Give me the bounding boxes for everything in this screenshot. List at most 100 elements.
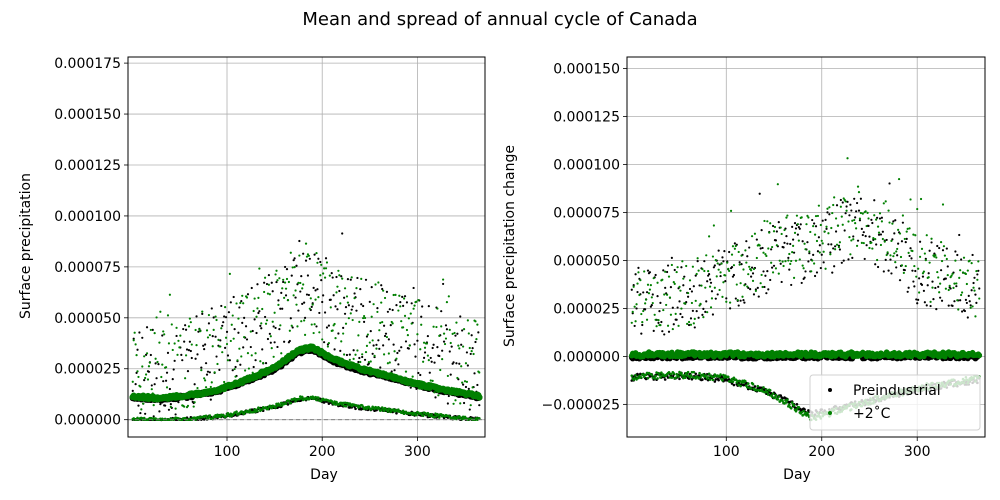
scatter-point-max [422,341,426,344]
scatter-point-max [952,286,955,289]
scatter-point-max [300,320,303,323]
scatter-point-max [232,295,235,299]
scatter-point-max [807,260,810,263]
scatter-point-max [469,352,472,356]
scatter-point-max [767,288,770,291]
scatter-point-max [813,233,817,236]
scatter-point-max [284,287,288,290]
scatter-point-min [430,413,433,416]
scatter-point-max [897,242,900,245]
scatter-point-max [968,300,971,303]
scatter-point-max [958,276,961,279]
scatter-point-max [443,342,447,346]
scatter-point-max [856,239,860,242]
scatter-point-max [928,261,931,264]
scatter-point-max [395,357,398,360]
scatter-point-max [276,345,279,349]
scatter-point-max [234,375,237,378]
scatter-point-max [239,301,242,305]
scatter-point-max [729,307,732,310]
scatter-point-max [303,316,307,319]
scatter-point-max [291,266,294,269]
scatter-point-max [370,286,373,289]
scatter-point-max [385,290,389,293]
scatter-point-max [186,404,190,407]
scatter-point-max [845,209,848,212]
scatter-point-max [800,216,803,219]
scatter-point-max [888,182,891,185]
scatter-point-max [231,314,234,317]
scatter-point-max [880,220,883,223]
scatter-point-max [939,296,942,299]
scatter-point-max [722,260,725,263]
scatter-point-max [841,223,844,226]
scatter-point-max [309,297,312,300]
scatter-point-min [395,411,398,415]
scatter-point-max [632,284,635,287]
y-tick-label: 0.000050 [553,253,620,269]
scatter-point-max [157,363,160,366]
scatter-point-max [339,349,342,353]
scatter-point-max [921,272,925,275]
scatter-point-min [739,384,742,388]
scatter-point-max [221,324,224,327]
scatter-point-max [465,380,469,383]
scatter-point-max [231,369,234,372]
scatter-point-max [705,300,708,303]
scatter-point-max [323,311,327,314]
scatter-point-max [703,260,706,263]
scatter-point-max [436,346,439,349]
scatter-point-max [278,328,281,331]
scatter-point-max [848,214,851,217]
scatter-point-max [386,362,389,365]
scatter-point-max [407,347,410,350]
scatter-point-max [879,243,883,247]
scatter-point-max [792,244,795,247]
scatter-point-max [895,250,898,253]
scatter-point-max [794,227,798,230]
scatter-point-max [632,285,635,288]
scatter-point-max [695,272,698,276]
scatter-point-max [931,280,934,283]
scatter-point-max [387,352,390,355]
scatter-point-max [899,255,903,259]
scatter-point-max [200,366,203,369]
scatter-point-max [169,405,172,408]
scatter-point-max [198,328,201,331]
scatter-point-max [312,331,315,335]
scatter-point-max [229,301,232,304]
scatter-point-max [274,326,277,330]
scatter-point-min [804,411,807,415]
scatter-point-max [938,246,941,250]
scatter-point-max [951,272,954,275]
scatter-point-max [923,252,926,255]
scatter-point-max [265,282,269,286]
scatter-point-max [204,362,208,365]
scatter-point-max [742,299,745,302]
scatter-point-max [365,344,369,347]
scatter-point-max [301,287,304,290]
scatter-point-max [185,348,189,351]
scatter-point-max [230,323,233,326]
scatter-point-min [389,410,393,414]
scatter-point-max [315,325,318,328]
scatter-point-max [380,301,383,304]
scatter-point-max [389,324,392,327]
scatter-point-max [801,264,804,267]
scatter-point-max [303,319,306,322]
scatter-point-max [306,274,310,277]
scatter-point-max [867,224,870,227]
scatter-point-min [746,382,750,385]
scatter-point-max [412,286,415,290]
scatter-point-max [184,328,188,331]
scatter-point-max [654,318,657,321]
scatter-point-max [730,253,734,256]
scatter-point-max [738,263,741,266]
scatter-point-max [145,352,149,355]
scatter-point-max [249,345,252,349]
scatter-point-max [830,226,833,230]
scatter-point-max [462,345,465,348]
scatter-point-max [334,305,337,308]
scatter-point-max [947,288,950,292]
scatter-point-min [678,370,681,374]
